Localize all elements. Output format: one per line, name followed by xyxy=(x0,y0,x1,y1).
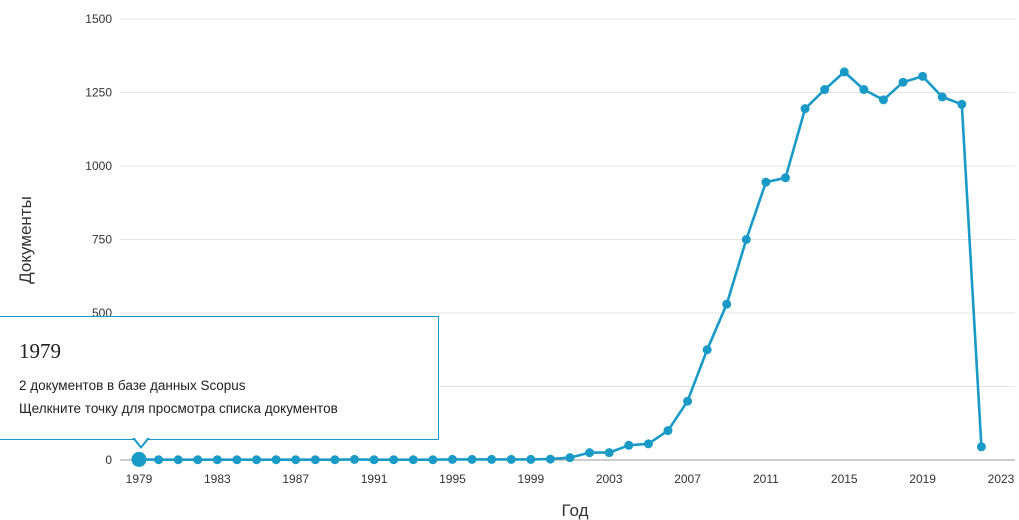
data-point[interactable] xyxy=(467,454,477,464)
y-tick-label: 750 xyxy=(92,233,112,247)
data-point[interactable] xyxy=(310,455,320,465)
data-point[interactable] xyxy=(545,454,555,464)
data-point[interactable] xyxy=(839,67,849,77)
data-point[interactable] xyxy=(820,85,830,95)
data-point[interactable] xyxy=(506,454,516,464)
tooltip-hint: Щелкните точку для просмотра списка доку… xyxy=(19,401,338,416)
data-point[interactable] xyxy=(369,455,379,465)
tooltip-document-count: 2 документов в базе данных Scopus xyxy=(19,378,246,393)
data-point[interactable] xyxy=(447,454,457,464)
data-point-tooltip: 1979 2 документов в базе данных Scopus Щ… xyxy=(0,316,439,440)
data-point[interactable] xyxy=(937,92,947,102)
data-point[interactable] xyxy=(957,99,967,109)
y-tick-label: 1250 xyxy=(85,86,112,100)
x-tick-label: 1995 xyxy=(439,472,466,486)
data-point[interactable] xyxy=(252,455,262,465)
data-point[interactable] xyxy=(330,455,340,465)
x-tick-label: 1983 xyxy=(204,472,231,486)
data-point[interactable] xyxy=(761,177,771,187)
data-point[interactable] xyxy=(663,426,673,436)
data-point[interactable] xyxy=(526,454,536,464)
x-tick-label: 2003 xyxy=(596,472,623,486)
y-tick-label: 1000 xyxy=(85,159,112,173)
y-axis-title: Документы xyxy=(16,196,35,284)
x-tick-label: 2007 xyxy=(674,472,701,486)
data-point[interactable] xyxy=(212,455,222,465)
data-point[interactable] xyxy=(350,454,359,464)
data-point[interactable] xyxy=(604,448,614,458)
data-point[interactable] xyxy=(781,173,790,183)
data-point[interactable] xyxy=(408,455,418,465)
x-tick-label: 1987 xyxy=(282,472,309,486)
data-point[interactable] xyxy=(173,455,183,465)
data-point[interactable] xyxy=(154,455,164,465)
data-point[interactable] xyxy=(976,442,986,452)
x-tick-label: 1991 xyxy=(361,472,388,486)
data-point[interactable] xyxy=(291,455,301,465)
data-point[interactable] xyxy=(918,71,928,81)
data-point[interactable] xyxy=(898,77,908,87)
data-point[interactable] xyxy=(683,396,693,406)
data-point[interactable] xyxy=(487,454,497,464)
x-tick-label: 2019 xyxy=(909,472,936,486)
data-point[interactable] xyxy=(565,453,575,463)
data-point[interactable] xyxy=(193,455,203,465)
x-tick-label: 2011 xyxy=(753,472,779,486)
data-point[interactable] xyxy=(232,455,242,465)
data-point-selected[interactable] xyxy=(131,451,147,467)
data-point[interactable] xyxy=(878,95,888,105)
data-point[interactable] xyxy=(624,440,634,450)
x-tick-label: 1979 xyxy=(126,472,153,486)
data-point[interactable] xyxy=(643,439,653,449)
x-tick-label: 2023 xyxy=(988,472,1015,486)
x-axis-title: Год xyxy=(561,501,588,520)
data-point[interactable] xyxy=(722,299,732,309)
tooltip-year: 1979 xyxy=(19,339,61,363)
tooltip-pointer xyxy=(132,436,150,449)
y-tick-label: 0 xyxy=(105,453,112,467)
y-tick-label: 1500 xyxy=(85,12,112,26)
data-points xyxy=(131,67,986,467)
data-point[interactable] xyxy=(859,85,869,95)
data-point[interactable] xyxy=(702,345,712,355)
data-point[interactable] xyxy=(271,455,281,465)
x-axis-ticks: 1979 1983 1987 1991 1995 1999 2003 2007 2011 2015… xyxy=(126,472,1015,486)
data-point[interactable] xyxy=(389,455,399,465)
data-point[interactable] xyxy=(585,448,595,458)
x-tick-label: 1999 xyxy=(517,472,544,486)
x-tick-label: 2015 xyxy=(831,472,858,486)
data-point[interactable] xyxy=(428,455,438,465)
data-point[interactable] xyxy=(741,235,751,244)
data-point[interactable] xyxy=(800,104,810,114)
